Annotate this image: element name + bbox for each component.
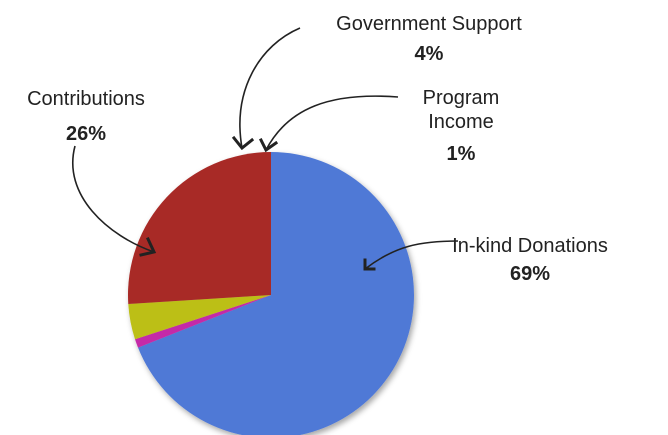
leader-line-in-kind-donations <box>364 240 459 270</box>
arrow-icon <box>258 137 279 153</box>
pie-slices <box>127 152 414 435</box>
leader-lines <box>72 27 459 271</box>
pie-slice-government-support <box>128 295 271 340</box>
slice-value-government-support: 4% <box>415 43 444 65</box>
slice-value-program-income: 1% <box>447 143 476 165</box>
slice-label-program-income: Income <box>428 111 494 133</box>
leader-line-program-income <box>265 95 399 151</box>
slice-label-in-kind-donations: In-kind Donations <box>452 235 608 257</box>
slice-label-government-support: Government Support <box>336 13 522 35</box>
pie-slice-in-kind-donations <box>138 152 414 435</box>
slice-label-contributions: Contributions <box>27 88 145 110</box>
leader-line-government-support <box>239 27 301 149</box>
slice-label-program-income: Program <box>423 87 500 109</box>
arrow-icon <box>363 258 376 271</box>
pie-slice-contributions <box>127 152 271 304</box>
arrow-icon <box>231 135 255 151</box>
arrow-icon <box>139 237 157 257</box>
pie-slice-program-income <box>135 295 271 348</box>
leader-line-contributions <box>72 145 155 253</box>
slice-value-in-kind-donations: 69% <box>510 263 550 285</box>
slice-value-contributions: 26% <box>66 123 106 145</box>
